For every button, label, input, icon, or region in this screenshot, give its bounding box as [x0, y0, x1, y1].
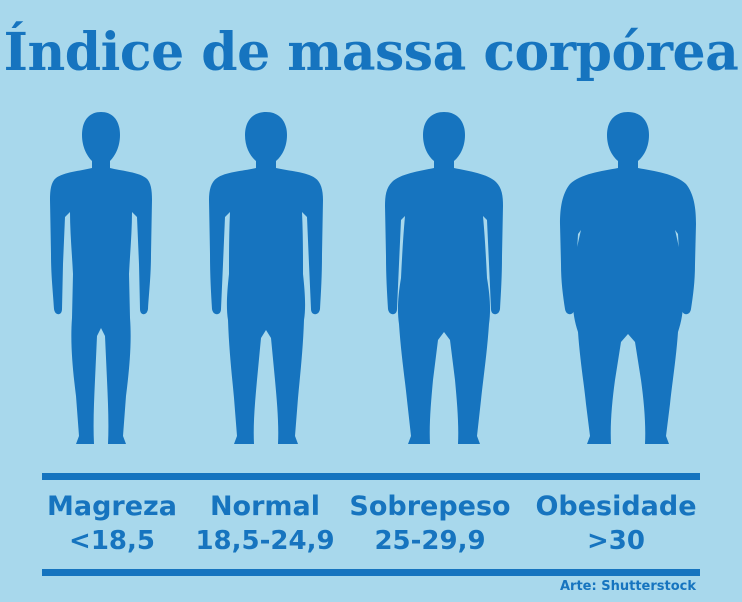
obese-body-icon [560, 112, 696, 444]
category-range: 18,5-24,9 [195, 526, 335, 556]
category-overweight: Sobrepeso 25-29,9 [340, 490, 520, 558]
category-normal: Normal 18,5-24,9 [175, 490, 355, 558]
page-title: Índice de massa corpórea [3, 22, 739, 83]
category-underweight: Magreza <18,5 [22, 490, 202, 558]
body-silhouettes [0, 104, 742, 454]
category-range: 25-29,9 [374, 526, 486, 556]
category-obesity: Obesidade >30 [526, 490, 706, 558]
image-credit: Arte: Shutterstock [560, 579, 696, 594]
overweight-body-icon [385, 112, 503, 444]
category-label: Sobrepeso [349, 491, 511, 522]
bottom-divider [42, 569, 700, 576]
category-label: Obesidade [535, 491, 697, 522]
normal-body-icon [209, 112, 323, 444]
category-label: Magreza [47, 491, 177, 522]
slim-body-icon [50, 112, 152, 444]
top-divider [42, 473, 700, 480]
category-range: <18,5 [69, 526, 155, 556]
category-range: >30 [587, 526, 645, 556]
category-label: Normal [209, 491, 321, 522]
